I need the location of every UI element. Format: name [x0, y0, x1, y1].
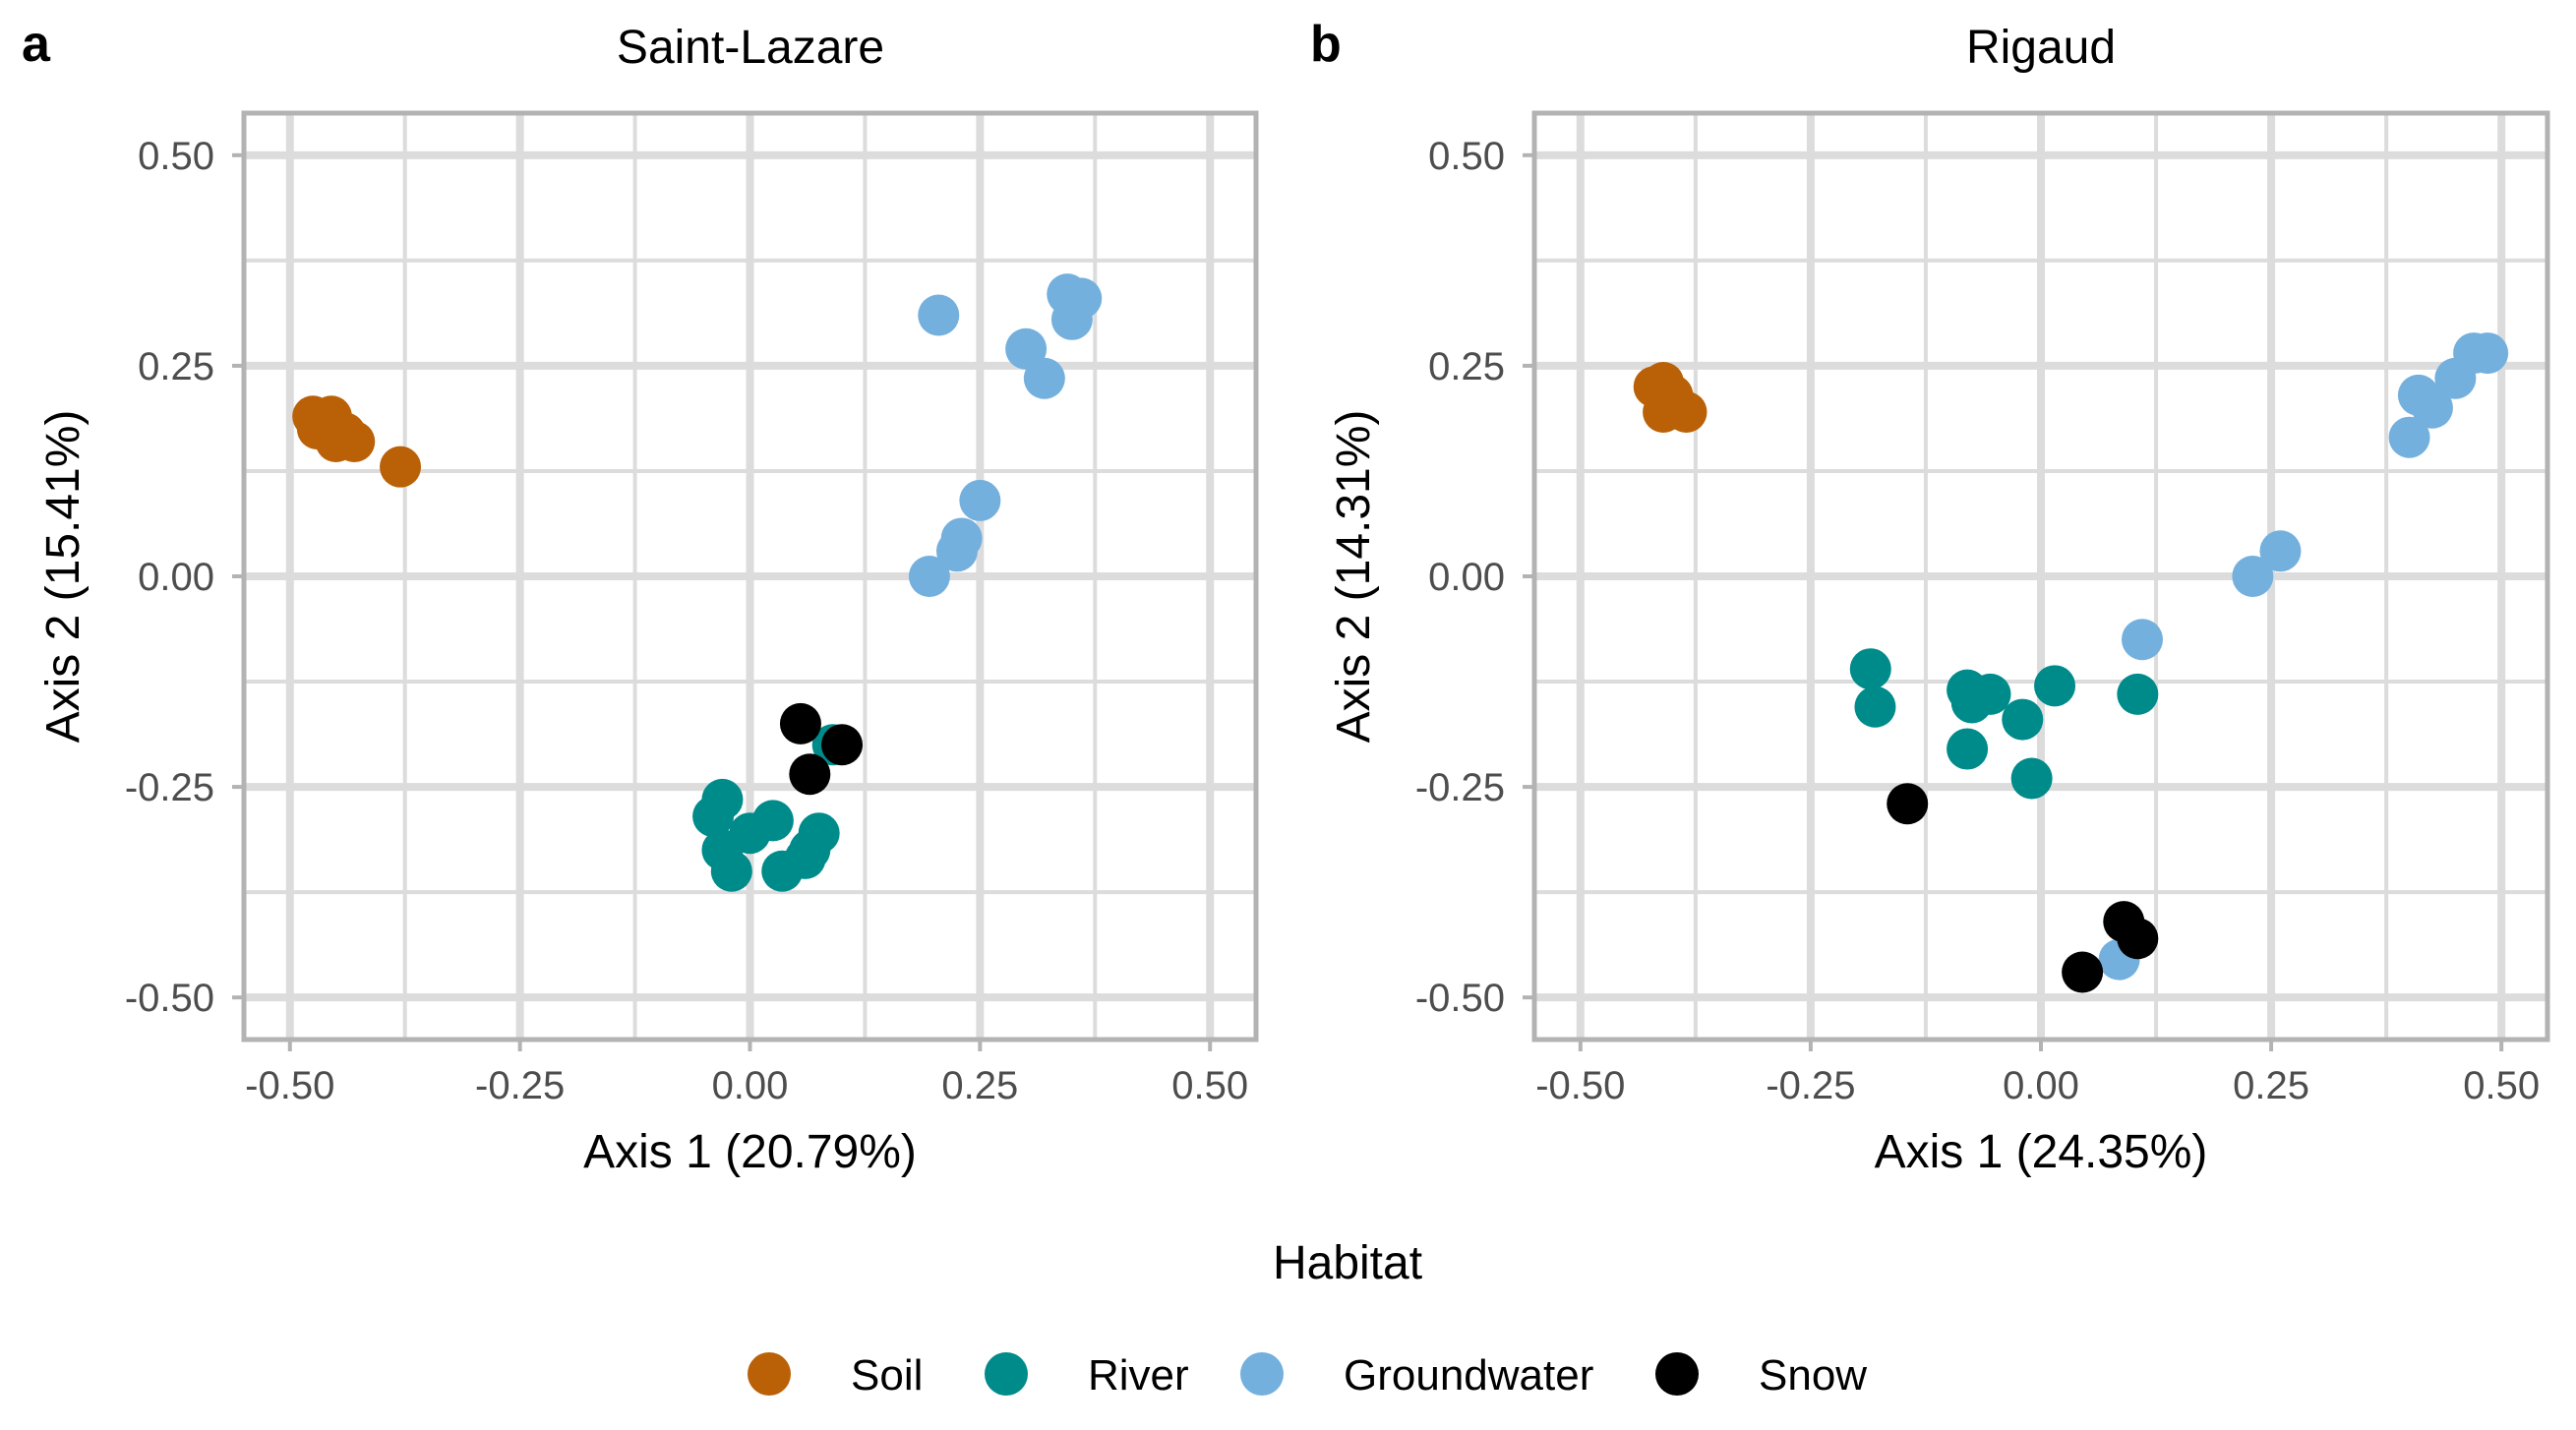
data-point-snow [1887, 783, 1929, 825]
data-point-river [2010, 757, 2053, 800]
data-point-river [1849, 648, 1891, 690]
series-river [692, 724, 854, 892]
series-river [1849, 648, 2159, 800]
panel-letter: a [22, 16, 51, 73]
series-snow [1887, 783, 2159, 993]
data-point-groundwater [918, 294, 960, 336]
x-tick-label: 0.50 [1171, 1064, 1248, 1107]
x-axis-title: Axis 1 (24.35%) [1875, 1126, 2208, 1178]
x-tick-label: 0.00 [2003, 1064, 2079, 1107]
panel-rigaud: -0.50 -0.25 0.00 0.25 0.50 -0.50 -0.25 0.00 0.25… [1310, 16, 2550, 1178]
x-tick-label: -0.25 [1766, 1064, 1855, 1107]
data-point-groundwater [2411, 387, 2453, 429]
legend-label-groundwater: Groundwater [1344, 1351, 1593, 1400]
y-tick-label: 0.25 [1428, 345, 1505, 388]
panel-title: Rigaud [1966, 22, 2116, 74]
x-tick-label: -0.50 [1535, 1064, 1625, 1107]
x-tick-label: 0.50 [2463, 1064, 2540, 1107]
legend-key-soil [748, 1352, 791, 1396]
data-point-snow [789, 753, 831, 796]
data-point-snow [779, 702, 821, 745]
data-point-soil [333, 420, 376, 462]
legend-label-snow: Snow [1759, 1351, 1867, 1400]
x-axis-title: Axis 1 (20.79%) [583, 1126, 917, 1178]
data-point-river [701, 778, 744, 820]
legend-title: Habitat [1273, 1237, 1422, 1289]
panel-letter: b [1310, 16, 1342, 73]
data-point-river [1969, 673, 2011, 715]
series-soil [292, 395, 422, 488]
data-point-groundwater [959, 479, 1001, 521]
data-point-river [798, 812, 840, 855]
panel-title: Saint-Lazare [617, 22, 884, 74]
data-point-groundwater [940, 517, 983, 560]
data-point-river [710, 850, 752, 892]
legend-items: Soil River Groundwater Snow [748, 1351, 1867, 1400]
series-groundwater [908, 273, 1103, 597]
legend-label-soil: Soil [851, 1351, 923, 1400]
data-point-river [1947, 728, 1989, 770]
y-axis-title: Axis 2 (14.31%) [1328, 410, 1380, 744]
data-point-groundwater [2388, 416, 2430, 458]
y-tick-label: -0.50 [125, 977, 214, 1020]
data-point-groundwater [1023, 357, 1065, 399]
legend-key-snow [1655, 1352, 1699, 1396]
y-tick-label: -0.50 [1415, 977, 1505, 1020]
series-snow [779, 702, 864, 796]
data-point-groundwater [2467, 332, 2509, 375]
y-tick-label: -0.25 [125, 766, 214, 809]
data-point-snow [2062, 951, 2104, 993]
y-tick-label: 0.50 [138, 135, 214, 178]
x-tick-label: 0.25 [2233, 1064, 2309, 1107]
data-point-groundwater [1060, 277, 1103, 320]
legend-key-river [985, 1352, 1028, 1396]
data-point-river [2117, 673, 2159, 715]
data-point-groundwater [2122, 619, 2163, 661]
y-axis-title: Axis 2 (15.41%) [37, 410, 90, 744]
data-point-snow [821, 724, 864, 766]
data-point-snow [2117, 918, 2159, 960]
y-tick-label: 0.00 [138, 556, 214, 599]
y-tick-label: 0.00 [1428, 556, 1505, 599]
legend: Habitat Soil River Groundwater Snow [748, 1237, 1867, 1400]
legend-key-groundwater [1240, 1352, 1284, 1396]
y-tick-label: -0.25 [1415, 766, 1505, 809]
legend-label-river: River [1088, 1351, 1189, 1400]
data-point-soil [380, 446, 422, 488]
data-point-groundwater [2232, 556, 2274, 597]
panel-saint-lazare: -0.50 -0.25 0.00 0.25 0.50 -0.50 -0.25 0.00 0.25… [22, 16, 1259, 1178]
x-tick-label: 0.00 [712, 1064, 789, 1107]
data-point-groundwater [908, 556, 950, 597]
x-tick-label: -0.25 [475, 1064, 565, 1107]
y-tick-label: 0.50 [1428, 135, 1505, 178]
data-point-river [751, 800, 794, 842]
x-tick-label: 0.25 [941, 1064, 1018, 1107]
data-point-soil [1665, 391, 1707, 434]
x-tick-label: -0.50 [245, 1064, 334, 1107]
series-soil [1633, 362, 1707, 434]
data-point-river [1854, 685, 1896, 728]
series-groundwater [2098, 332, 2509, 981]
data-point-groundwater [1005, 328, 1048, 370]
y-tick-label: 0.25 [138, 345, 214, 388]
data-point-groundwater [2259, 530, 2302, 572]
data-point-river [2034, 665, 2076, 707]
data-point-river [2002, 698, 2044, 741]
